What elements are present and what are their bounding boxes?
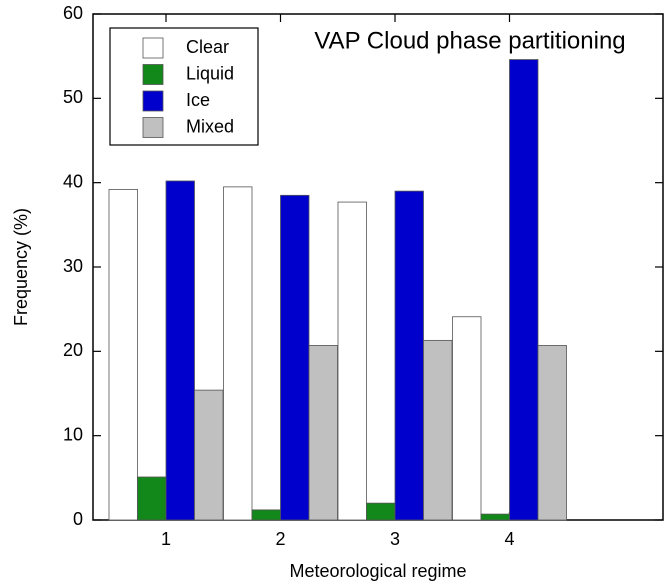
y-axis-label: Frequency (%) (11, 208, 31, 326)
y-tick-label: 20 (63, 340, 83, 360)
legend-label: Mixed (186, 116, 234, 136)
x-tick-label: 1 (161, 529, 171, 549)
bar (251, 509, 281, 521)
bar (137, 476, 167, 521)
legend-label: Liquid (186, 63, 234, 83)
bar (366, 502, 396, 521)
legend-label: Ice (186, 90, 210, 110)
y-tick-label: 0 (73, 509, 83, 529)
legend-box (109, 27, 259, 146)
y-tick-label: 50 (63, 87, 83, 107)
bar (223, 186, 253, 521)
bar (194, 389, 224, 521)
bar (280, 194, 310, 521)
x-tick-label: 2 (275, 529, 285, 549)
x-tick-label: 4 (504, 529, 514, 549)
legend-swatch (142, 90, 164, 112)
bar (452, 316, 482, 521)
bar (165, 180, 195, 521)
bar (394, 190, 424, 521)
bar (537, 345, 567, 521)
y-tick-label: 10 (63, 424, 83, 444)
legend-swatch (142, 64, 164, 85)
y-tick-label: 60 (63, 3, 83, 23)
x-tick-label: 3 (390, 529, 400, 549)
bar (423, 339, 453, 521)
bar (480, 513, 510, 521)
x-axis-label: Meteorological regime (289, 561, 466, 581)
legend-swatch (142, 117, 164, 138)
bar (108, 189, 138, 521)
bar (337, 201, 367, 521)
y-tick-label: 30 (63, 256, 83, 276)
bar (308, 345, 338, 521)
y-tick-label: 40 (63, 171, 83, 191)
bar (509, 59, 539, 521)
legend-label: Clear (186, 37, 229, 57)
legend-swatch (142, 37, 164, 59)
chart-title: VAP Cloud phase partitioning (314, 27, 625, 54)
